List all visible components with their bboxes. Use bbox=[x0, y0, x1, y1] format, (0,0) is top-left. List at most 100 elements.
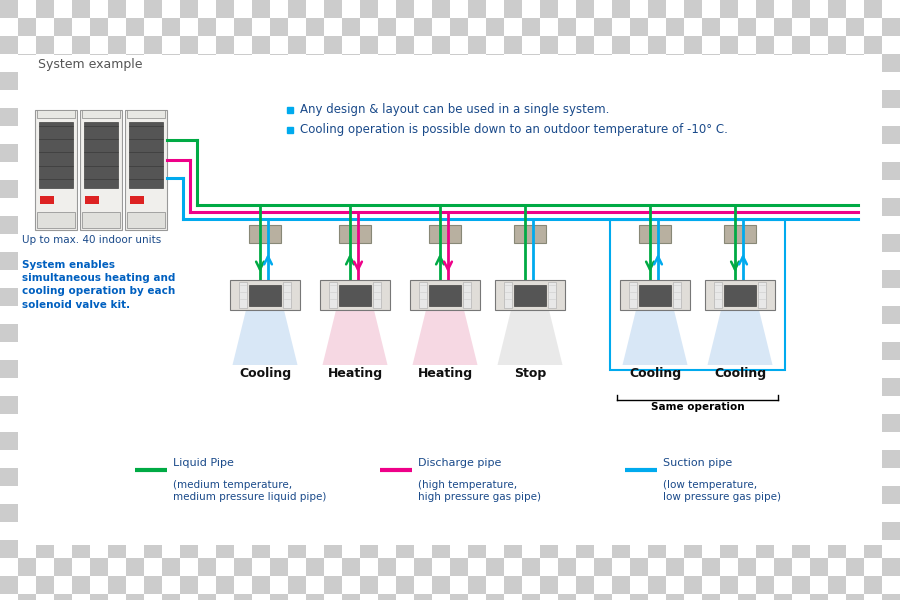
Bar bbox=[288, 540, 306, 558]
Bar bbox=[396, 18, 414, 36]
Bar bbox=[0, 54, 18, 72]
Bar bbox=[702, 576, 720, 594]
Text: Cooling: Cooling bbox=[714, 367, 766, 380]
Bar bbox=[0, 324, 18, 342]
Bar bbox=[702, 540, 720, 558]
Bar bbox=[432, 540, 450, 558]
Bar bbox=[432, 594, 450, 600]
Bar bbox=[270, 576, 288, 594]
Bar bbox=[522, 18, 540, 36]
Bar bbox=[0, 468, 18, 486]
Bar bbox=[504, 540, 522, 558]
Bar bbox=[180, 54, 198, 72]
Bar bbox=[18, 18, 36, 36]
Bar bbox=[450, 36, 468, 54]
Bar bbox=[882, 36, 900, 54]
Bar bbox=[522, 54, 540, 72]
Bar bbox=[630, 558, 648, 576]
Bar bbox=[450, 558, 468, 576]
Bar bbox=[342, 594, 360, 600]
Bar bbox=[129, 122, 163, 188]
Bar bbox=[738, 18, 756, 36]
FancyBboxPatch shape bbox=[35, 110, 77, 230]
FancyBboxPatch shape bbox=[125, 110, 167, 230]
Bar bbox=[628, 282, 636, 308]
Bar bbox=[0, 450, 18, 468]
Bar bbox=[720, 540, 738, 558]
Bar bbox=[864, 0, 882, 18]
Bar bbox=[882, 126, 900, 144]
Bar bbox=[486, 540, 504, 558]
Bar bbox=[36, 36, 54, 54]
Bar bbox=[864, 540, 882, 558]
Bar bbox=[828, 0, 846, 18]
Bar bbox=[414, 54, 432, 72]
Bar bbox=[846, 36, 864, 54]
Bar bbox=[724, 284, 756, 305]
Bar bbox=[0, 342, 18, 360]
Bar bbox=[144, 36, 162, 54]
Bar bbox=[130, 196, 144, 205]
Bar bbox=[756, 558, 774, 576]
Bar bbox=[360, 594, 378, 600]
Bar bbox=[882, 360, 900, 378]
Bar bbox=[162, 576, 180, 594]
Bar bbox=[54, 0, 72, 18]
Bar bbox=[468, 18, 486, 36]
Bar bbox=[558, 0, 576, 18]
Bar bbox=[468, 540, 486, 558]
Text: high pressure gas pipe): high pressure gas pipe) bbox=[418, 492, 541, 502]
Bar bbox=[882, 342, 900, 360]
Bar bbox=[792, 36, 810, 54]
Bar bbox=[144, 576, 162, 594]
Bar bbox=[432, 54, 450, 72]
Bar bbox=[558, 540, 576, 558]
Bar bbox=[738, 594, 756, 600]
Bar bbox=[882, 90, 900, 108]
Bar bbox=[324, 576, 342, 594]
Bar bbox=[342, 54, 360, 72]
Bar bbox=[108, 18, 126, 36]
Bar bbox=[558, 36, 576, 54]
Bar bbox=[284, 282, 292, 308]
Bar bbox=[738, 576, 756, 594]
Bar bbox=[54, 576, 72, 594]
Bar bbox=[720, 54, 738, 72]
Bar bbox=[306, 576, 324, 594]
Bar bbox=[360, 54, 378, 72]
Bar bbox=[774, 594, 792, 600]
Bar bbox=[127, 110, 165, 118]
Bar bbox=[610, 220, 785, 370]
Bar bbox=[54, 558, 72, 576]
Bar bbox=[54, 36, 72, 54]
Bar bbox=[612, 0, 630, 18]
Bar bbox=[90, 558, 108, 576]
Bar bbox=[108, 576, 126, 594]
FancyBboxPatch shape bbox=[80, 110, 122, 230]
Bar bbox=[594, 36, 612, 54]
Bar bbox=[288, 594, 306, 600]
Bar bbox=[540, 558, 558, 576]
Bar bbox=[684, 594, 702, 600]
Bar bbox=[40, 196, 54, 205]
Bar bbox=[216, 36, 234, 54]
Bar bbox=[828, 540, 846, 558]
Bar bbox=[882, 18, 900, 36]
Bar bbox=[882, 270, 900, 288]
Bar bbox=[738, 36, 756, 54]
FancyBboxPatch shape bbox=[230, 280, 300, 310]
Bar bbox=[18, 0, 36, 18]
Bar bbox=[180, 576, 198, 594]
Bar bbox=[882, 414, 900, 432]
Bar bbox=[450, 576, 468, 594]
Bar bbox=[450, 0, 468, 18]
Bar bbox=[468, 576, 486, 594]
Bar bbox=[270, 0, 288, 18]
Bar bbox=[846, 594, 864, 600]
Text: Any design & layout can be used in a single system.: Any design & layout can be used in a sin… bbox=[300, 103, 609, 116]
Bar bbox=[522, 540, 540, 558]
Bar bbox=[328, 282, 337, 308]
Bar bbox=[0, 414, 18, 432]
Text: Cooling operation is possible down to an outdoor temperature of -10° C.: Cooling operation is possible down to an… bbox=[300, 124, 728, 136]
Bar bbox=[468, 594, 486, 600]
